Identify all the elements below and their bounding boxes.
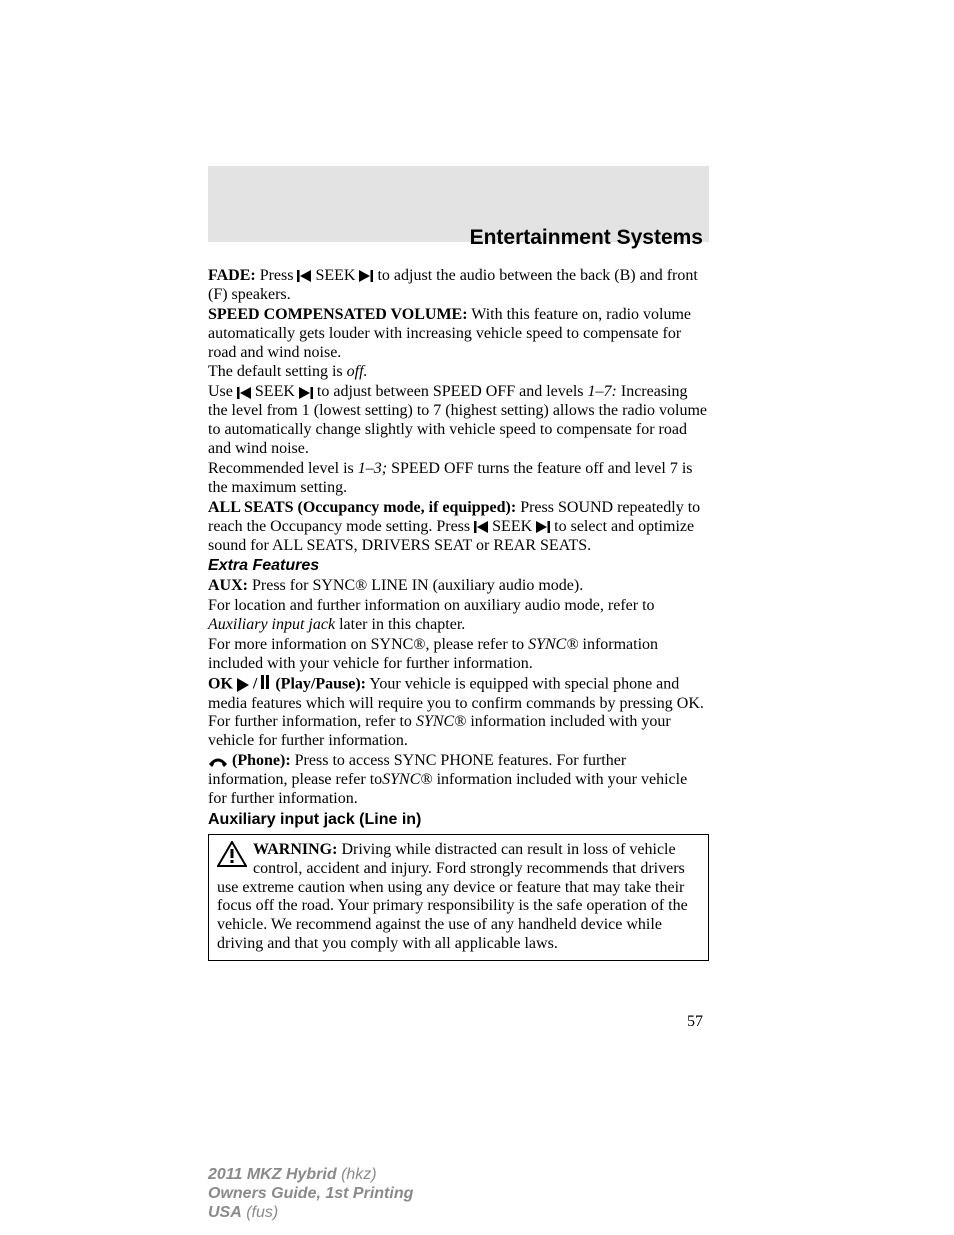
- scv-paragraph: SPEED COMPENSATED VOLUME: With this feat…: [208, 306, 709, 363]
- seek-previous-icon: [474, 518, 488, 537]
- seek-previous-icon: [297, 267, 311, 286]
- footer-line1: 2011 MKZ Hybrid (hkz): [208, 1165, 413, 1184]
- aux-jack-heading: Auxiliary input jack (Line in): [208, 811, 709, 830]
- phone-paragraph: (Phone): Press to access SYNC PHONE feat…: [208, 752, 709, 809]
- scv-default-pre: The default setting is: [208, 363, 347, 380]
- sync-info-ref: SYNC®: [528, 636, 578, 653]
- aux-loc-pre: For location and further information on …: [208, 597, 655, 614]
- sync-info-pre: For more information on SYNC®, please re…: [208, 636, 528, 653]
- phone-label: (Phone):: [228, 752, 291, 769]
- page-content: FADE: Press SEEK to adjust the audio bet…: [208, 267, 709, 969]
- scv-label: SPEED COMPENSATED VOLUME:: [208, 306, 468, 323]
- pause-icon: [261, 675, 271, 695]
- footer-line3: USA (fus): [208, 1203, 413, 1222]
- seek-next-icon: [359, 267, 373, 286]
- footer-line3-rest: (fus): [242, 1204, 278, 1221]
- fade-pre: Press: [256, 267, 298, 284]
- phone-icon: [208, 752, 228, 771]
- scv-levels-range: 1–7:: [588, 383, 617, 400]
- seek-word-2: SEEK: [251, 383, 299, 400]
- slash: /: [253, 675, 257, 692]
- seek-previous-icon: [237, 383, 251, 402]
- aux-text: Press for SYNC® LINE IN (auxiliary audio…: [248, 577, 583, 594]
- aux-loc-ref: Auxiliary input jack: [208, 616, 335, 633]
- aux-loc-paragraph: For location and further information on …: [208, 597, 709, 635]
- warning-label: WARNING:: [253, 841, 337, 858]
- warning-triangle-icon: [217, 841, 247, 867]
- sync-info-paragraph: For more information on SYNC®, please re…: [208, 636, 709, 674]
- play-icon: [237, 678, 249, 692]
- scv-use-pre: Use: [208, 383, 237, 400]
- allseats-label: ALL SEATS (Occupancy mode, if equipped):: [208, 499, 516, 516]
- warning-box: WARNING: Driving while distracted can re…: [208, 834, 709, 961]
- scv-default-val: off.: [347, 363, 368, 380]
- scv-use-paragraph: Use SEEK to adjust between SPEED OFF and…: [208, 383, 709, 459]
- seek-word-3: SEEK: [488, 518, 536, 535]
- seek-next-icon: [299, 383, 313, 402]
- scv-default-paragraph: The default setting is off.: [208, 363, 709, 382]
- footer: 2011 MKZ Hybrid (hkz) Owners Guide, 1st …: [208, 1165, 413, 1223]
- scv-use-mid: to adjust between SPEED OFF and levels: [313, 383, 588, 400]
- playpause-label: (Play/Pause):: [271, 675, 366, 692]
- footer-line1-rest: (hkz): [337, 1166, 377, 1183]
- scv-rec-val: 1–3;: [358, 460, 387, 477]
- footer-line3-bold: USA: [208, 1204, 242, 1221]
- footer-line1-bold: 2011 MKZ Hybrid: [208, 1166, 337, 1183]
- aux-paragraph: AUX: Press for SYNC® LINE IN (auxiliary …: [208, 577, 709, 596]
- extra-features-heading: Extra Features: [208, 557, 709, 576]
- seek-word-1: SEEK: [311, 267, 359, 284]
- footer-line2: Owners Guide, 1st Printing: [208, 1184, 413, 1203]
- scv-rec-paragraph: Recommended level is 1–3; SPEED OFF turn…: [208, 460, 709, 498]
- fade-label: FADE:: [208, 267, 256, 284]
- ok-label: OK: [208, 675, 237, 692]
- seek-next-icon: [536, 518, 550, 537]
- aux-loc-post: later in this chapter.: [335, 616, 465, 633]
- page-number: 57: [687, 1013, 703, 1031]
- section-title: Entertainment Systems: [470, 226, 703, 250]
- ok-paragraph: OK / (Play/Pause): Your vehicle is equip…: [208, 675, 709, 752]
- ok-text-ref: SYNC®: [416, 713, 466, 730]
- scv-rec-pre: Recommended level is: [208, 460, 358, 477]
- phone-text-ref: SYNC®: [382, 771, 432, 788]
- aux-label: AUX:: [208, 577, 248, 594]
- manual-page: Entertainment Systems FADE: Press SEEK t…: [0, 0, 954, 1235]
- fade-paragraph: FADE: Press SEEK to adjust the audio bet…: [208, 267, 709, 305]
- allseats-paragraph: ALL SEATS (Occupancy mode, if equipped):…: [208, 499, 709, 556]
